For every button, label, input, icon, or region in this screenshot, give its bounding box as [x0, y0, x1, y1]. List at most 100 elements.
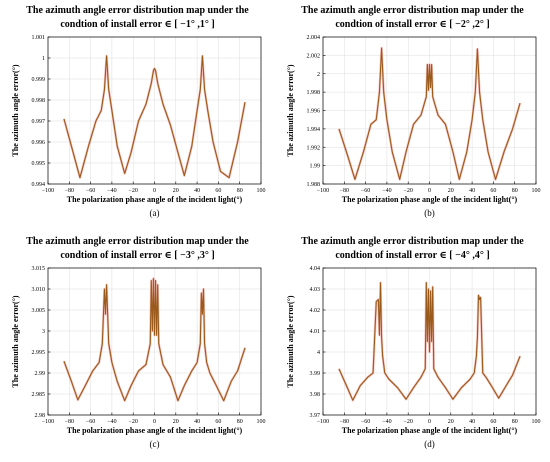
- chart-svg: The azimuth angle error distribution map…: [11, 236, 266, 449]
- x-tick-label: 100: [257, 419, 266, 425]
- y-tick-label: 4.04: [310, 266, 321, 272]
- x-tick-label: −80: [340, 188, 349, 194]
- x-tick-label: −100: [317, 188, 329, 194]
- x-tick-label: −60: [361, 419, 370, 425]
- panel-label: (c): [150, 439, 160, 449]
- panel-label: (a): [150, 208, 160, 218]
- y-tick-label: 4: [317, 350, 320, 356]
- y-tick-label: 3.010: [32, 287, 46, 293]
- x-tick-label: −60: [86, 188, 95, 194]
- x-tick-label: 40: [194, 188, 200, 194]
- x-tick-label: 20: [173, 188, 179, 194]
- series-line: [63, 55, 246, 179]
- x-axis-label: The polarization phase angle of the inci…: [342, 426, 518, 435]
- x-tick-label: 60: [490, 188, 496, 194]
- x-tick-label: −100: [317, 419, 329, 425]
- x-axis-label: The polarization phase angle of the inci…: [342, 195, 518, 204]
- x-axis-label: The polarization phase angle of the inci…: [67, 426, 243, 435]
- y-tick-label: 3.015: [32, 266, 46, 272]
- y-tick-label: 4.02: [310, 308, 321, 314]
- series-line: [63, 277, 246, 402]
- chart-subtitle: condtion of install error ∈ [ −1° ,1° ]: [60, 19, 214, 30]
- x-tick-label: −40: [382, 188, 391, 194]
- panel-label: (b): [424, 208, 435, 218]
- x-tick-label: −100: [42, 419, 54, 425]
- x-tick-label: −80: [65, 419, 74, 425]
- y-tick-label: 1.99: [310, 164, 321, 170]
- y-tick-label: 3.005: [32, 308, 46, 314]
- x-tick-label: 0: [428, 419, 431, 425]
- x-tick-label: −20: [404, 419, 413, 425]
- x-tick-label: −80: [340, 419, 349, 425]
- x-tick-label: −60: [361, 188, 370, 194]
- x-tick-label: −60: [86, 419, 95, 425]
- y-tick-label: 0.996: [32, 140, 46, 146]
- y-tick-label: 0.994: [32, 182, 46, 188]
- y-tick-label: 3: [42, 329, 45, 335]
- y-tick-label: 1.992: [307, 145, 321, 151]
- y-axis-label: The azimuth angle error(°): [11, 295, 20, 387]
- x-tick-label: 80: [512, 188, 518, 194]
- y-tick-label: 1.994: [307, 127, 321, 133]
- y-tick-label: 2.985: [32, 392, 46, 398]
- x-tick-label: 0: [153, 188, 156, 194]
- chart-subtitle: condtion of install error ∈ [ −3° ,3° ]: [60, 250, 214, 261]
- x-tick-label: 0: [153, 419, 156, 425]
- x-tick-label: 60: [215, 419, 221, 425]
- chart-panel-c: The azimuth angle error distribution map…: [0, 231, 275, 462]
- x-tick-label: −40: [107, 419, 116, 425]
- x-tick-label: 60: [215, 188, 221, 194]
- x-tick-label: 20: [448, 188, 454, 194]
- y-tick-label: 0.998: [32, 98, 46, 104]
- y-tick-label: 4.01: [310, 329, 321, 335]
- chart-panel-d: The azimuth angle error distribution map…: [275, 231, 550, 462]
- panel-label: (d): [424, 439, 435, 449]
- y-tick-label: 4.03: [310, 287, 321, 293]
- chart-panel-a: The azimuth angle error distribution map…: [0, 0, 275, 231]
- x-tick-label: −40: [107, 188, 116, 194]
- chart-title: The azimuth angle error distribution map…: [301, 236, 524, 247]
- chart-panel-b: The azimuth angle error distribution map…: [275, 0, 550, 231]
- y-tick-label: 2.004: [307, 35, 321, 41]
- y-tick-label: 1.001: [32, 35, 46, 41]
- y-tick-label: 0.995: [32, 161, 46, 167]
- x-tick-label: 80: [237, 188, 243, 194]
- y-tick-label: 2.98: [35, 413, 46, 419]
- series-line: [338, 47, 521, 180]
- chart-title: The azimuth angle error distribution map…: [26, 5, 249, 16]
- x-tick-label: −20: [129, 419, 138, 425]
- x-tick-label: 100: [532, 188, 541, 194]
- x-tick-label: 80: [237, 419, 243, 425]
- y-tick-label: 2.995: [32, 350, 46, 356]
- x-tick-label: 80: [512, 419, 518, 425]
- chart-title: The azimuth angle error distribution map…: [26, 236, 249, 247]
- y-axis-label: The azimuth angle error(°): [11, 64, 20, 156]
- x-tick-label: −20: [129, 188, 138, 194]
- x-tick-label: 60: [490, 419, 496, 425]
- x-tick-label: 100: [257, 188, 266, 194]
- y-axis-label: The azimuth angle error(°): [286, 64, 295, 156]
- y-tick-label: 1: [42, 56, 45, 62]
- y-tick-label: 2: [317, 72, 320, 78]
- x-tick-label: 0: [428, 188, 431, 194]
- x-tick-label: −40: [382, 419, 391, 425]
- y-tick-label: 1.988: [307, 182, 321, 188]
- y-axis-label: The azimuth angle error(°): [286, 295, 295, 387]
- x-tick-label: 40: [194, 419, 200, 425]
- chart-title: The azimuth angle error distribution map…: [301, 5, 524, 16]
- chart-subtitle: condtion of install error ∈ [ −4° ,4° ]: [335, 250, 489, 261]
- y-tick-label: 1.998: [307, 90, 321, 96]
- x-tick-label: 40: [469, 188, 475, 194]
- series-line: [338, 282, 521, 401]
- chart-svg: The azimuth angle error distribution map…: [286, 236, 541, 449]
- y-tick-label: 3.99: [310, 371, 321, 377]
- chart-svg: The azimuth angle error distribution map…: [286, 5, 541, 218]
- y-tick-label: 0.997: [32, 119, 46, 125]
- chart-svg: The azimuth angle error distribution map…: [11, 5, 266, 218]
- y-tick-label: 1.996: [307, 109, 321, 115]
- x-tick-label: −20: [404, 188, 413, 194]
- x-axis-label: The polarization phase angle of the inci…: [67, 195, 243, 204]
- x-tick-label: 20: [173, 419, 179, 425]
- x-tick-label: 100: [532, 419, 541, 425]
- y-tick-label: 2.99: [35, 371, 46, 377]
